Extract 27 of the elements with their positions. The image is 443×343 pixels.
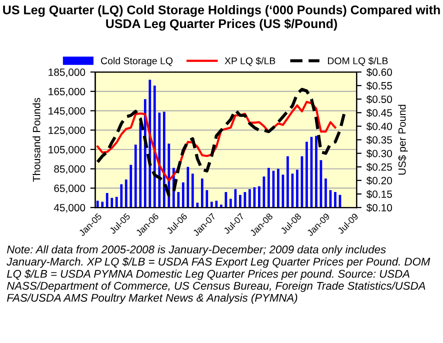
legend-label: DOM LQ $/LB [328,56,388,66]
y-tick-label: 185,000 [48,68,86,78]
line-series [96,100,336,182]
legend-label: Cold Storage LQ [101,57,173,66]
y-tick-label: 165,000 [48,88,86,96]
y2-tick-label: $0.45 [366,108,392,118]
y2-tick-label: $0.25 [366,162,392,172]
y2-tick-label: $0.20 [366,176,392,185]
y-tick-label: 45,000 [54,204,86,213]
y-tick-label: 145,000 [48,107,86,116]
y2-tick-label: $0.10 [366,204,392,212]
y-tick-label: 105,000 [48,146,86,155]
y2-tick-label: $0.15 [366,190,392,198]
y-tick-label: 65,000 [54,184,86,194]
y2-tick-label: $0.50 [366,95,392,104]
y2-tick-label: $0.60 [366,68,392,77]
y-tick-label: 85,000 [54,165,86,174]
text: Note: All data from 2005-2008 is January-December; 2009 data only includes January-March. XP LQ $/LB = USDA FAS Export Leg Quarter Prices per Pound. DOM LQ $/LB = USDA PYMNA Domestic Leg Quarter Prices per pound. Source: USDA NASS/Department of Commerce, US Census Bureau, Foreign Trade Statistics/USDA FAS/USDA AMS Poultry Market News & Analysis (PYMNA) [6,245,430,304]
y-axis-title: Thousand Pounds [32,98,40,182]
y2-tick-label: $0.30 [366,149,392,158]
y2-tick-label: $0.35 [366,136,392,144]
y2-tick-label: $0.40 [366,122,392,131]
legend-label: XP LQ $/LB [224,56,276,66]
chart-title: US Leg Quarter (LQ) Cold Storage Holdings (‘000 Pounds) Compared with USDA Leg Quarter Prices (US $/Pound) [3,5,440,31]
y-tick-label: 125,000 [48,126,86,136]
y2-axis-title: US$ per Pound [398,104,408,175]
y2-tick-label: $0.55 [366,82,392,90]
